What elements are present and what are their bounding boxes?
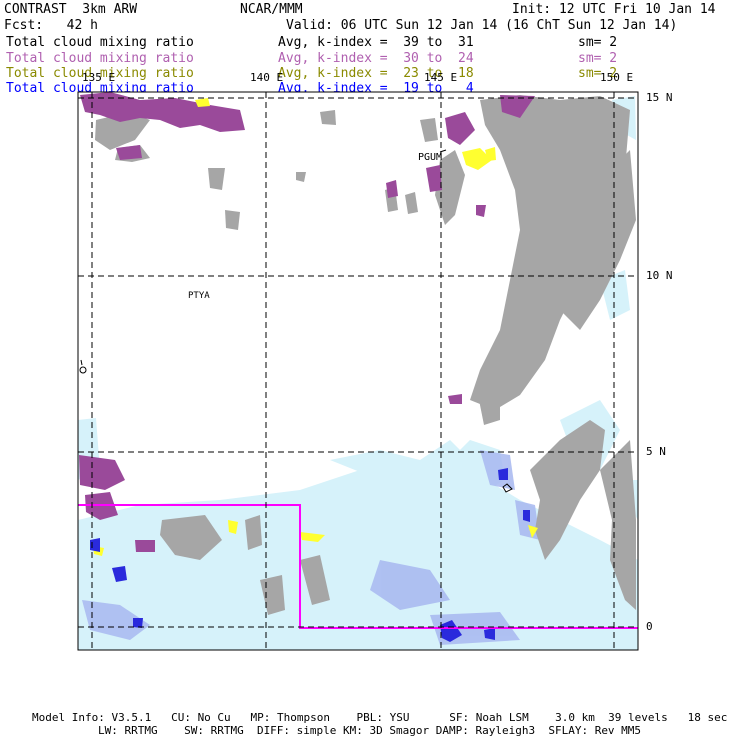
legend-range-2: Avg, k-index = 30 to 24	[278, 51, 474, 66]
graticule	[78, 92, 638, 650]
legend-range-3: Avg, k-index = 23 to 18	[278, 66, 474, 81]
legend-range-1: Avg, k-index = 39 to 31	[278, 35, 474, 50]
model-info-line2: LW: RRTMG SW: RRTMG DIFF: simple KM: 3D …	[98, 724, 642, 737]
legend-field-3: Total cloud mixing ratio	[6, 66, 194, 81]
legend-field-2: Total cloud mixing ratio	[6, 51, 194, 66]
lat-label-15n: 15 N	[646, 91, 673, 104]
land-layer	[95, 95, 636, 615]
lat-label-5n: 5 N	[646, 445, 666, 458]
mid-cloud-layer	[79, 92, 535, 552]
lon-label-150: 150 E	[600, 71, 634, 84]
station-label-pgum: PGUM	[418, 152, 443, 163]
init-time: Init: 12 UTC Fri 10 Jan 14	[512, 2, 716, 17]
forecast-hour: Fcst: 42 h	[4, 18, 98, 33]
legend-sm-1: sm= 2	[578, 35, 618, 50]
high-cloud-layer	[93, 98, 538, 556]
legend-sm-2: sm= 2	[578, 51, 618, 66]
legend-sm-3: sm= 2	[578, 66, 618, 81]
lat-label-0: 0	[646, 620, 653, 633]
model-title: CONTRAST 3km ARW	[4, 2, 138, 17]
station-label-ptya: PTYA	[188, 291, 210, 301]
lon-label-145: 145 E	[424, 71, 458, 84]
deep-cloud-layer	[90, 468, 530, 642]
lon-label-135: 135 E	[82, 71, 116, 84]
domain-box	[78, 504, 638, 629]
center-title: NCAR/MMM	[240, 2, 303, 17]
model-info-line1: Model Info: V3.5.1 CU: No Cu MP: Thompso…	[32, 711, 728, 724]
coastline-layer	[79, 149, 513, 493]
legend-field-1: Total cloud mixing ratio	[6, 35, 194, 50]
lat-label-10n: 10 N	[646, 269, 673, 282]
valid-time: Valid: 06 UTC Sun 12 Jan 14 (16 ChT Sun …	[286, 18, 678, 33]
map-frame	[77, 91, 639, 651]
lon-label-140: 140 E	[250, 71, 284, 84]
